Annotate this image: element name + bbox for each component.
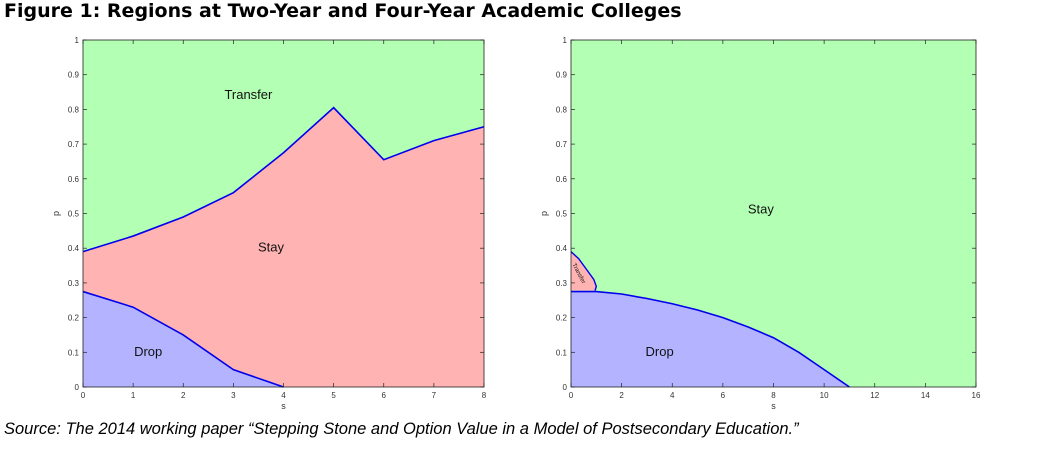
y-tick-label: 0.8 xyxy=(68,105,80,114)
chart-two-year: 0 1 2 3 4 5 6 7 8 0 0.1 0.2 0.3 0.4 0.5 0.6 0.7 0.8 0.9 1 s p… xyxy=(51,36,487,411)
x-tick-label: 10 xyxy=(820,391,829,400)
region-label-drop: Drop xyxy=(646,344,674,359)
region-label-drop: Drop xyxy=(134,344,162,359)
y-tick-label: 0.7 xyxy=(68,140,80,149)
x-tick-label: 8 xyxy=(482,391,487,400)
y-tick-label: 0.1 xyxy=(556,348,568,357)
y-tick-label: 0.7 xyxy=(556,140,568,149)
y-axis-label: p xyxy=(51,211,61,216)
region-transfer-pocket xyxy=(571,251,597,291)
region-label-transfer: Transfer xyxy=(224,87,273,102)
boundary-drop-stay xyxy=(82,290,284,388)
x-axis-label: s xyxy=(771,401,776,411)
y-tick-label: 0.4 xyxy=(556,244,568,253)
x-tick-label: 4 xyxy=(670,391,675,400)
x-tick-label: 14 xyxy=(921,391,930,400)
y-tick-label: 0.6 xyxy=(68,175,80,184)
y-tick-label: 0.1 xyxy=(68,348,80,357)
y-axis-label: p xyxy=(539,211,549,216)
x-tick-label: 3 xyxy=(231,391,236,400)
y-tick-label: 1 xyxy=(75,36,80,45)
x-tick-label: 4 xyxy=(281,391,286,400)
figure-title: Figure 1: Regions at Two-Year and Four-Y… xyxy=(4,0,682,22)
y-tick-label: 0 xyxy=(563,383,568,392)
boundary-stay-transfer xyxy=(82,106,485,253)
region-drop xyxy=(571,291,850,387)
y-tick-label: 0.8 xyxy=(556,105,568,114)
y-tick-label: 0.6 xyxy=(556,175,568,184)
x-tick-label: 12 xyxy=(870,391,879,400)
boundary-drop-stay xyxy=(571,290,850,388)
y-tick-label: 0.5 xyxy=(556,210,568,219)
y-tick-label: 1 xyxy=(563,36,568,45)
y-tick-label: 0.4 xyxy=(68,244,80,253)
chart-four-year: 0 2 4 6 8 10 12 14 16 0 0.1 0.2 0.3 0.4 0.5 0.6 0.7 0.8 0.… xyxy=(539,36,981,411)
x-tick-label: 6 xyxy=(721,391,726,400)
y-tick-label: 0.5 xyxy=(68,210,80,219)
x-tick-label: 0 xyxy=(81,391,86,400)
y-tick-label: 0 xyxy=(75,383,80,392)
y-tick-label: 0.9 xyxy=(556,71,568,80)
region-label-stay: Stay xyxy=(258,240,285,255)
y-tick-label: 0.9 xyxy=(68,71,80,80)
x-tick-label: 1 xyxy=(131,391,136,400)
x-tick-label: 2 xyxy=(619,391,624,400)
x-tick-label: 6 xyxy=(382,391,387,400)
region-label-stay: Stay xyxy=(748,202,775,217)
x-tick-label: 5 xyxy=(331,391,336,400)
y-tick-label: 0.2 xyxy=(556,314,568,323)
y-tick-label: 0.3 xyxy=(556,279,568,288)
y-tick-label: 0.2 xyxy=(68,314,80,323)
region-stay xyxy=(83,107,484,387)
y-tick-label: 0.3 xyxy=(68,279,80,288)
x-tick-label: 7 xyxy=(432,391,437,400)
region-drop xyxy=(83,291,284,387)
x-tick-label: 2 xyxy=(181,391,186,400)
x-tick-label: 0 xyxy=(569,391,574,400)
x-axis-label: s xyxy=(281,401,286,411)
source-caption: Source: The 2014 working paper “Stepping… xyxy=(4,420,799,438)
x-tick-label: 16 xyxy=(972,391,981,400)
x-tick-label: 8 xyxy=(771,391,776,400)
boundary-transfer-pocket xyxy=(570,251,598,291)
